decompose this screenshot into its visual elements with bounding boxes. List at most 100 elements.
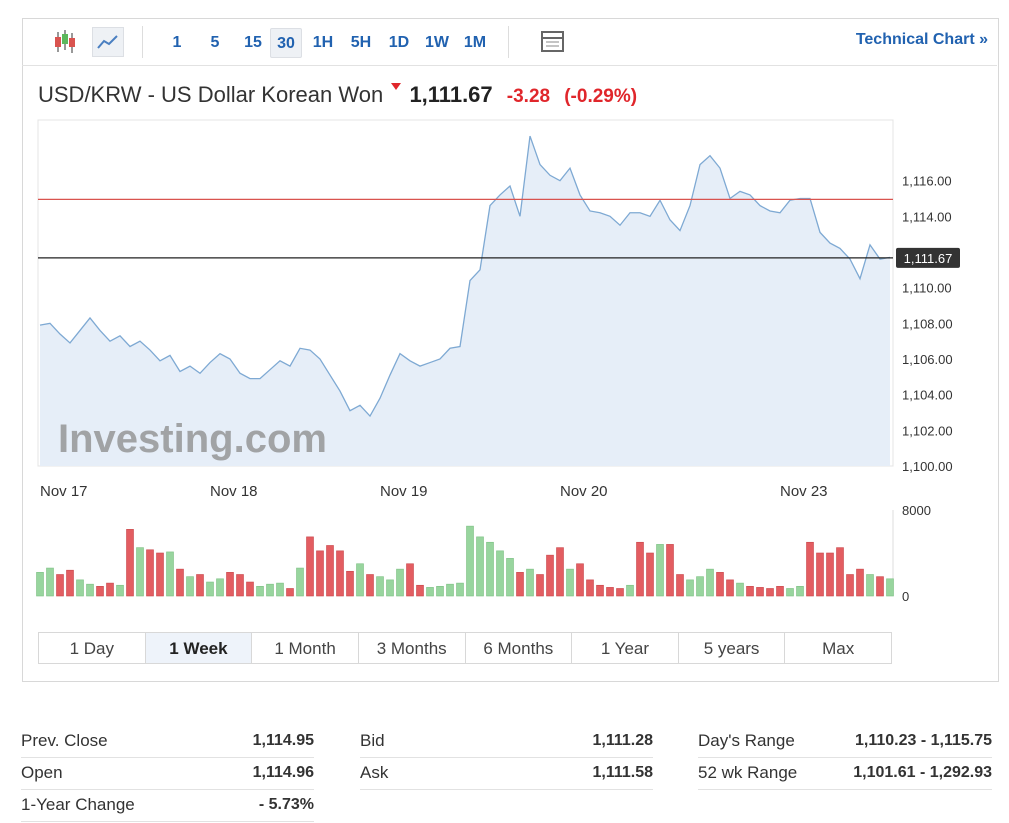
- volume-bar: [686, 579, 694, 597]
- stat-label: Bid: [360, 731, 385, 750]
- down-arrow-icon: [391, 83, 402, 90]
- volume-bar: [566, 568, 574, 597]
- volume-bar: [876, 576, 884, 597]
- volume-bar: [786, 588, 794, 597]
- range-button[interactable]: 1 Year: [571, 632, 679, 664]
- line-icon: [97, 35, 118, 49]
- volume-bar: [456, 582, 464, 597]
- volume-bar: [406, 563, 414, 597]
- y-tick-label: 1,114.00: [902, 209, 952, 224]
- volume-bar: [256, 586, 264, 597]
- range-button[interactable]: Max: [784, 632, 892, 664]
- volume-bar: [236, 574, 244, 597]
- volume-bar: [276, 582, 284, 597]
- volume-bar: [226, 572, 234, 597]
- volume-bar: [366, 574, 374, 597]
- volume-bar: [886, 578, 894, 597]
- volume-bar: [836, 547, 844, 597]
- candlestick-icon[interactable]: [50, 28, 80, 56]
- interval-button[interactable]: 1W: [425, 34, 449, 51]
- volume-bar: [296, 567, 304, 597]
- volume-bar: [36, 572, 44, 597]
- y-tick-label: 1,104.00: [902, 388, 953, 403]
- stat-value: 1,111.28: [592, 732, 653, 749]
- technical-chart-link[interactable]: Technical Chart »: [855, 31, 988, 48]
- volume-bar: [156, 552, 164, 597]
- y-tick-label: 8000: [902, 503, 931, 518]
- x-tick-label: Nov 20: [560, 483, 608, 500]
- volume-bar: [486, 541, 494, 597]
- stat-row: Bid 1,111.28: [360, 725, 653, 758]
- volume-bar: [286, 588, 294, 597]
- volume-bar: [676, 574, 684, 597]
- volume-bar: [516, 572, 524, 597]
- price-line: [39, 135, 891, 418]
- volume-bar: [556, 547, 564, 597]
- stat-value: - 5.73%: [258, 796, 314, 813]
- volume-bar: [706, 568, 714, 597]
- volume-bar: [806, 541, 814, 597]
- volume-bar: [796, 586, 804, 597]
- range-button[interactable]: 1 Week: [144, 632, 253, 664]
- stat-label: Open: [21, 763, 63, 782]
- volume-bar: [176, 568, 184, 597]
- x-tick-label: Nov 23: [780, 483, 828, 500]
- volume-bar: [106, 582, 114, 597]
- volume-bar: [526, 568, 534, 597]
- volume-bar: [316, 550, 324, 597]
- price-label-box: [896, 247, 960, 268]
- stat-row: Ask 1,111.58: [360, 757, 653, 790]
- volume-bar: [716, 572, 724, 597]
- table-icon[interactable]: [540, 30, 566, 54]
- interval-button[interactable]: 1M: [463, 34, 487, 51]
- volume-bar: [336, 550, 344, 597]
- range-button[interactable]: 5 years: [677, 632, 786, 664]
- volume-bar: [86, 583, 94, 597]
- volume-bar: [656, 544, 664, 597]
- range-button[interactable]: 6 Months: [464, 632, 573, 664]
- volume-bar: [466, 525, 474, 597]
- stat-row: Day's Range 1,110.23 - 1,115.75: [698, 725, 992, 758]
- interval-button[interactable]: 15: [244, 34, 262, 51]
- volume-bar: [56, 574, 64, 597]
- volume-bar: [136, 547, 144, 597]
- line-chart-button[interactable]: [92, 27, 124, 57]
- volume-bar: [146, 549, 154, 597]
- volume-bar: [206, 581, 214, 597]
- quote-header: USD/KRW - US Dollar Korean Won 1,111.67 …: [38, 80, 637, 108]
- volume-bar: [666, 544, 674, 597]
- interval-button[interactable]: 30: [270, 28, 302, 58]
- interval-button[interactable]: 1H: [312, 34, 334, 51]
- volume-bar: [446, 583, 454, 597]
- y-tick-label: 1,106.00: [902, 352, 953, 367]
- range-button[interactable]: 1 Month: [251, 632, 359, 664]
- volume-bar: [66, 569, 74, 597]
- volume-bar: [546, 554, 554, 597]
- price-area: [40, 136, 890, 466]
- range-button[interactable]: 3 Months: [357, 632, 466, 664]
- volume-bar: [436, 586, 444, 597]
- separator: [142, 26, 143, 58]
- volume-bar: [96, 586, 104, 597]
- watermark: Investing.com: [58, 417, 327, 461]
- stat-value: 1,114.95: [252, 732, 314, 749]
- stat-row: Prev. Close 1,114.95: [21, 725, 314, 758]
- interval-button[interactable]: 5H: [350, 34, 372, 51]
- volume-bar: [596, 584, 604, 597]
- stat-label: 52 wk Range: [698, 763, 798, 782]
- volume-bar: [246, 581, 254, 597]
- volume-bar: [736, 582, 744, 597]
- stat-row: 1-Year Change - 5.73%: [21, 789, 314, 822]
- stat-row: 52 wk Range 1,101.61 - 1,292.93: [698, 757, 992, 790]
- volume-bar: [846, 574, 854, 597]
- volume-bar: [616, 588, 624, 597]
- volume-bar: [636, 541, 644, 597]
- interval-button[interactable]: 1D: [388, 34, 410, 51]
- volume-bar: [626, 584, 634, 597]
- stat-label: Day's Range: [698, 731, 795, 750]
- interval-button[interactable]: 5: [210, 34, 220, 51]
- volume-bar: [346, 570, 354, 597]
- interval-button[interactable]: 1: [172, 34, 182, 51]
- range-button[interactable]: 1 Day: [38, 632, 146, 664]
